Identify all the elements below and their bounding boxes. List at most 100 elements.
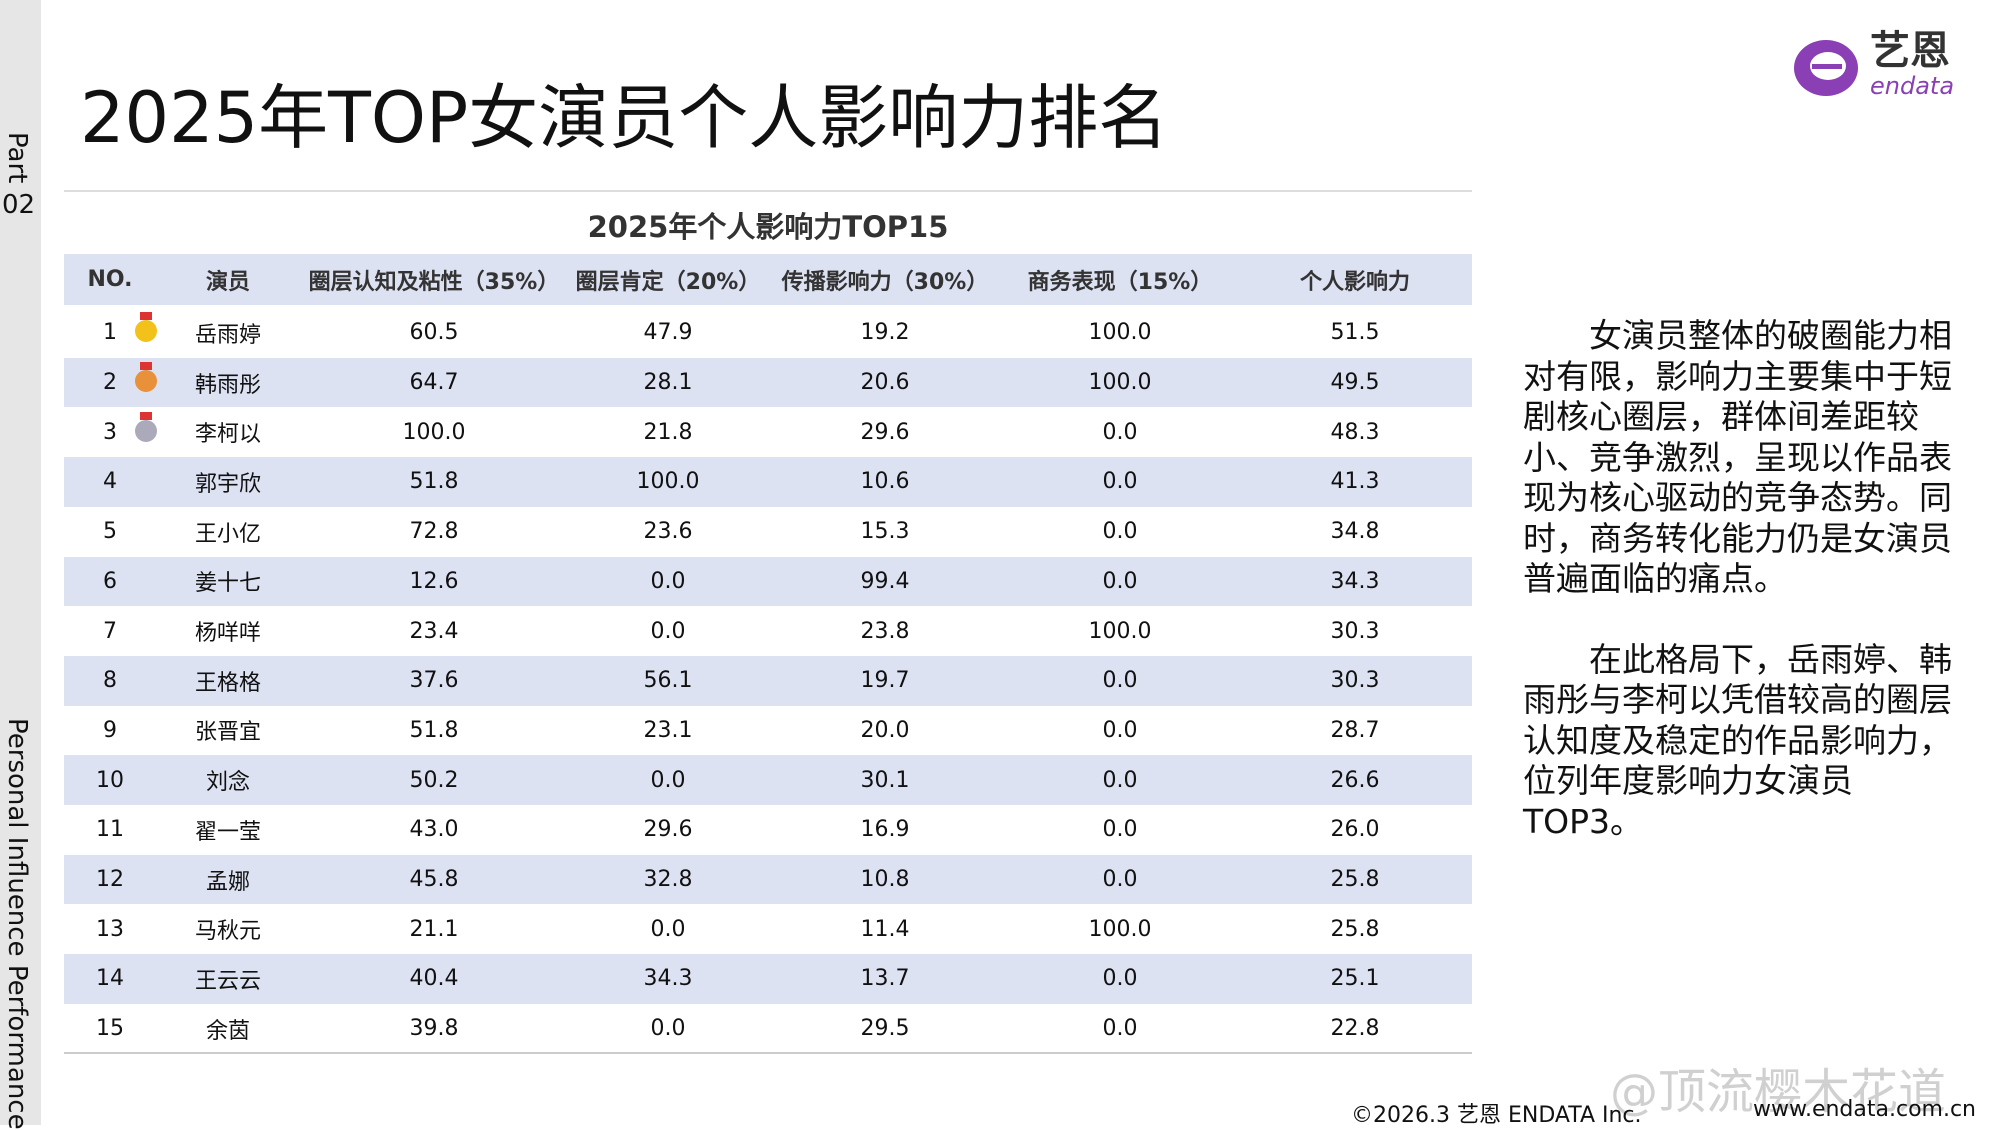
table-cell: 0.0 — [1102, 966, 1138, 992]
table-cell: 30.1 — [860, 767, 910, 793]
watermark: @顶流樱木花道 — [1610, 1064, 1947, 1120]
title: 2025年TOP女演员个人影响力排名 — [80, 77, 1169, 159]
table-cell: 2 — [103, 370, 117, 396]
table-cell: 13.7 — [860, 966, 910, 992]
table-cell: 15 — [96, 1016, 124, 1042]
table-cell: 25.8 — [1330, 867, 1380, 893]
table-cell: 40.4 — [409, 966, 459, 992]
table-cell: 34.8 — [1330, 519, 1380, 545]
column-header: 传播影响力（30%） — [781, 269, 989, 295]
divider — [64, 190, 1472, 192]
table-cell: 28.7 — [1330, 717, 1380, 743]
table-cell: 41.3 — [1330, 469, 1380, 495]
table-cell: 7 — [103, 618, 117, 644]
table-row: 10 刘念 50.2 0.0 30.1 0.0 26.6 — [64, 755, 1472, 805]
table-cell: 100.0 — [402, 419, 466, 445]
table-cell: 99.4 — [860, 568, 910, 594]
table-cell: 0.0 — [1102, 469, 1138, 495]
table-cell: 0.0 — [1102, 519, 1138, 545]
table-cell: 43.0 — [409, 817, 459, 843]
table-cell: 29.5 — [860, 1016, 910, 1042]
table-cell: 杨咩咩 — [194, 621, 262, 647]
table-cell: 23.1 — [643, 717, 693, 743]
sidebar — [0, 0, 41, 1125]
table-cell: 0.0 — [1102, 867, 1138, 893]
table-cell: 29.6 — [860, 419, 910, 445]
table-cell: 100.0 — [1088, 618, 1152, 644]
table-cell: 23.6 — [643, 519, 693, 545]
table-cell: 王格格 — [194, 670, 262, 696]
table-cell: 0.0 — [1102, 1016, 1138, 1042]
table-cell: 21.1 — [409, 916, 459, 942]
table-cell: 5 — [103, 519, 117, 545]
column-header: 圈层认知及粘性（35%） — [308, 269, 560, 295]
logo-en: endata — [1870, 72, 1954, 100]
table-cell: 37.6 — [409, 668, 459, 694]
table-cell: 11 — [96, 817, 124, 843]
table-cell: 50.2 — [409, 767, 459, 793]
table-border — [64, 1052, 1472, 1054]
table-cell: 郭宇欣 — [194, 471, 262, 497]
table-cell: 9 — [103, 717, 117, 743]
table-cell: 8 — [103, 668, 117, 694]
table-cell: 34.3 — [1330, 568, 1380, 594]
table-cell: 12 — [96, 867, 124, 893]
table-cell: 26.6 — [1330, 767, 1380, 793]
table-cell: 4 — [103, 469, 117, 495]
column-header: NO. — [87, 267, 133, 292]
table-cell: 3 — [103, 419, 117, 445]
table-cell: 13 — [96, 916, 124, 942]
logo-cn: 艺恩 — [1870, 28, 1950, 74]
table-cell: 25.8 — [1330, 916, 1380, 942]
table-cell: 51.5 — [1330, 320, 1380, 346]
table-cell: 49.5 — [1330, 370, 1380, 396]
table-cell: 李柯以 — [194, 422, 262, 448]
table-row: 9 张晋宜 51.8 23.1 20.0 0.0 28.7 — [64, 705, 1472, 756]
table-cell: 孟娜 — [205, 869, 251, 895]
table-cell: 21.8 — [643, 419, 693, 445]
table-cell: 1 — [103, 320, 117, 346]
table-cell: 29.6 — [643, 817, 693, 843]
table-cell: 19.2 — [860, 320, 910, 346]
part-number: 02 — [2, 190, 36, 220]
logo: 艺恩 endata — [1790, 28, 1980, 100]
table-cell: 39.8 — [409, 1016, 459, 1042]
table-cell: 0.0 — [650, 767, 686, 793]
table-cell: 0.0 — [1102, 817, 1138, 843]
table-cell: 51.8 — [409, 469, 459, 495]
table-row: 5 王小亿 72.8 23.6 15.3 0.0 34.8 — [64, 506, 1472, 557]
table-cell: 72.8 — [409, 519, 459, 545]
commentary-paragraph: 女演员整体的破圈能力相对有限，影响力主要集中于短剧核心圈层，群体间差距较小、竞争… — [1523, 316, 1952, 598]
table-cell: 60.5 — [409, 320, 459, 346]
table-row: 6 姜十七 12.6 0.0 99.4 0.0 34.3 — [64, 556, 1472, 607]
table-cell: 余茵 — [205, 1018, 251, 1044]
table-cell: 23.4 — [409, 618, 459, 644]
table-cell: 0.0 — [1102, 419, 1138, 445]
table-cell: 23.8 — [860, 618, 910, 644]
table-cell: 0.0 — [1102, 717, 1138, 743]
table-cell: 34.3 — [643, 966, 693, 992]
table-cell: 100.0 — [1088, 370, 1152, 396]
table-cell: 56.1 — [643, 668, 693, 694]
table-cell: 韩雨彤 — [194, 372, 262, 398]
table-caption: 2025年个人影响力TOP15 — [587, 210, 949, 244]
table-cell: 0.0 — [650, 618, 686, 644]
table-row: 8 王格格 37.6 56.1 19.7 0.0 30.3 — [64, 655, 1472, 706]
table-row: 14 王云云 40.4 34.3 13.7 0.0 25.1 — [64, 954, 1472, 1004]
table-cell: 30.3 — [1330, 618, 1380, 644]
commentary-paragraph: 在此格局下，岳雨婷、韩雨彤与李柯以凭借较高的圈层认知度及稳定的作品影响力，位列年… — [1523, 639, 1952, 841]
table-row: 1 岳雨婷 60.5 47.9 19.2 100.0 51.5 — [64, 308, 1472, 358]
table-cell: 100.0 — [1088, 320, 1152, 346]
table-cell: 0.0 — [1102, 767, 1138, 793]
table-cell: 0.0 — [1102, 568, 1138, 594]
table-cell: 47.9 — [643, 320, 693, 346]
table-cell: 翟一莹 — [194, 819, 262, 845]
column-header: 演员 — [205, 269, 251, 295]
table-cell: 10.6 — [860, 469, 910, 495]
table-cell: 0.0 — [1102, 668, 1138, 694]
column-header: 个人影响力 — [1299, 269, 1411, 295]
table-cell: 32.8 — [643, 867, 693, 893]
table-cell: 0.0 — [650, 568, 686, 594]
table-cell: 岳雨婷 — [194, 322, 262, 348]
column-header: 圈层肯定（20%） — [575, 269, 761, 295]
